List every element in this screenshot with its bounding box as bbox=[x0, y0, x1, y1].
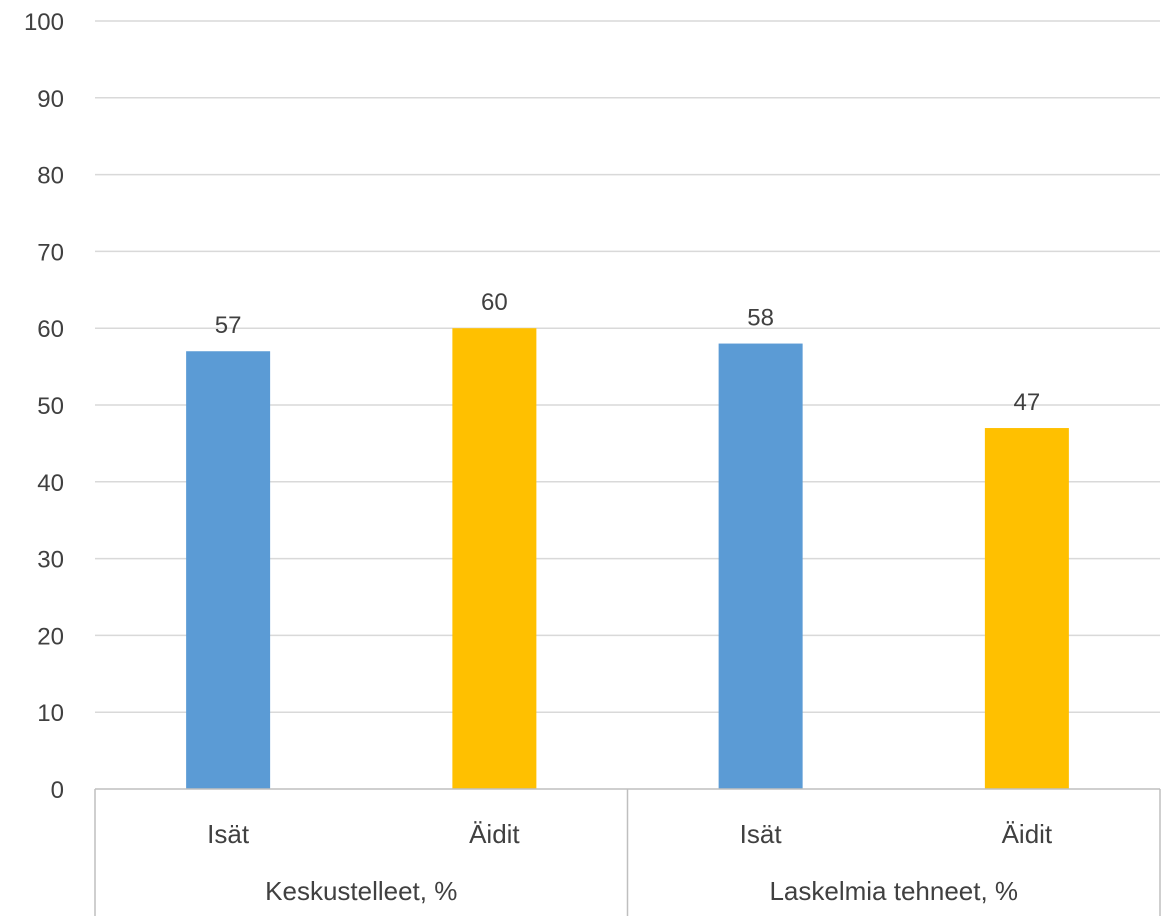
y-axis-tick-labels: 0 10 20 30 40 50 60 70 80 90 100 bbox=[24, 9, 64, 804]
y-tick-label: 30 bbox=[37, 547, 64, 574]
data-label: 47 bbox=[1014, 389, 1041, 416]
x-axis: Isät Äidit Isät Äidit Keskustelleet, % Laskel… bbox=[94, 788, 1161, 916]
y-tick-label: 80 bbox=[37, 163, 64, 190]
category-label: Isät bbox=[740, 819, 783, 849]
bar bbox=[984, 428, 1069, 789]
bars bbox=[186, 328, 1069, 789]
y-tick-label: 70 bbox=[37, 239, 64, 266]
y-tick-label: 20 bbox=[37, 623, 64, 650]
y-tick-label: 60 bbox=[37, 316, 64, 343]
gridlines bbox=[95, 20, 1160, 713]
group-label: Keskustelleet, % bbox=[265, 876, 457, 906]
group-label: Laskelmia tehneet, % bbox=[769, 876, 1018, 906]
y-tick-label: 10 bbox=[37, 700, 64, 727]
bar bbox=[718, 343, 803, 789]
data-label: 58 bbox=[747, 305, 774, 332]
data-label: 60 bbox=[481, 289, 508, 316]
data-labels: 57 60 58 47 bbox=[215, 289, 1040, 416]
category-label: Äidit bbox=[469, 819, 520, 849]
bar bbox=[186, 351, 271, 789]
bar bbox=[452, 328, 537, 789]
category-label: Äidit bbox=[1002, 819, 1053, 849]
y-tick-label: 0 bbox=[51, 777, 64, 804]
category-label: Isät bbox=[207, 819, 250, 849]
y-tick-label: 50 bbox=[37, 393, 64, 420]
y-tick-label: 100 bbox=[24, 9, 64, 36]
y-tick-label: 40 bbox=[37, 470, 64, 497]
data-label: 57 bbox=[215, 312, 242, 339]
y-tick-label: 90 bbox=[37, 86, 64, 113]
